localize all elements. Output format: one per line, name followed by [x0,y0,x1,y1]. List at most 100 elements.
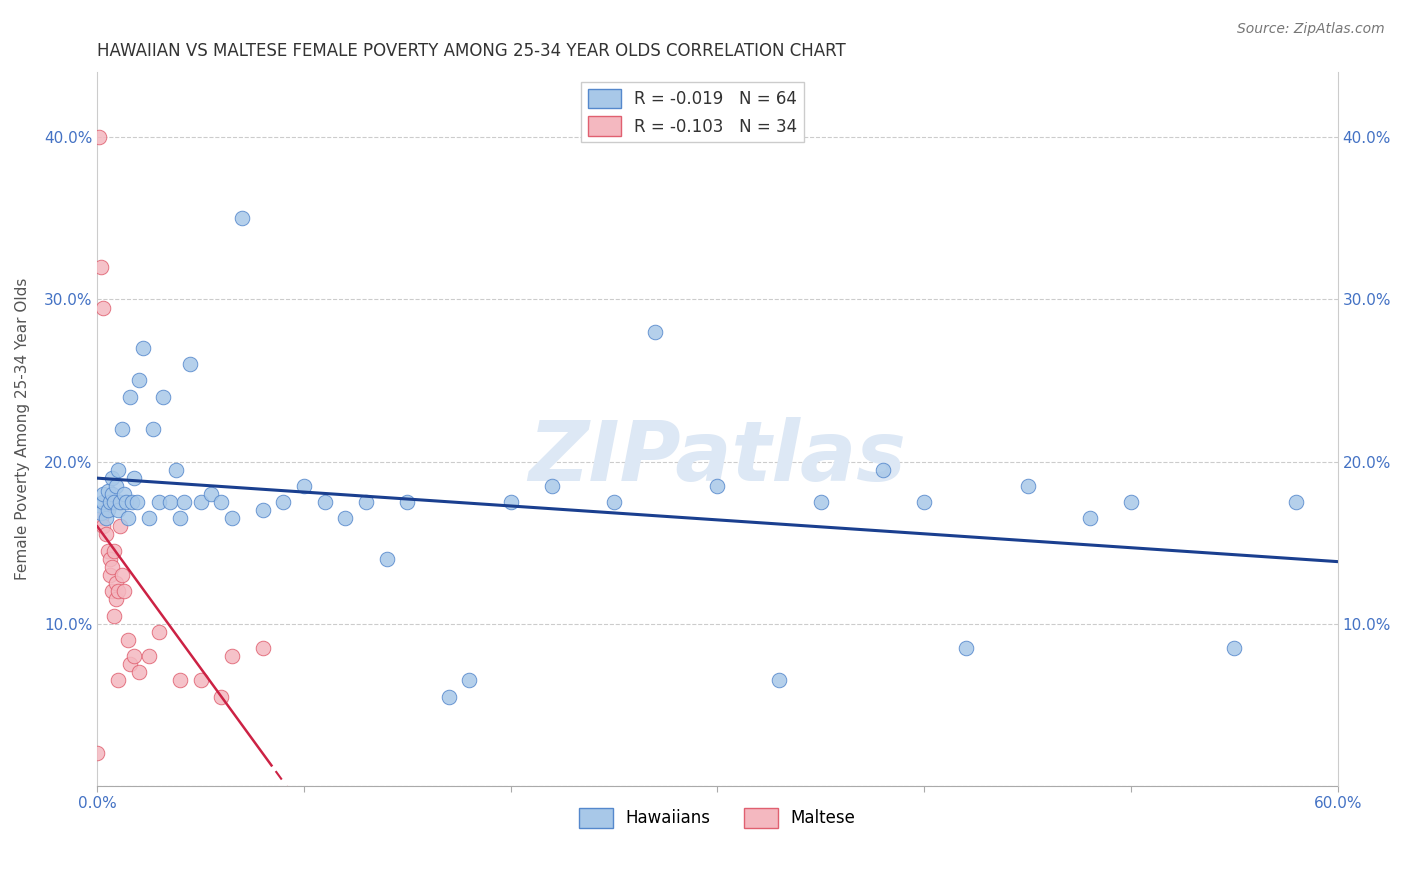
Point [115,495,138,509]
Point [138,511,160,525]
Point [1119,495,1142,509]
Point [93,495,115,509]
Point [159,495,181,509]
Point [209,690,232,704]
Point [173,495,195,509]
Point [107,673,129,688]
Point [152,390,174,404]
Point [103,608,125,623]
Point [120,390,142,404]
Point [94,527,117,541]
Point [124,471,146,485]
Point [1285,495,1308,509]
Point [98,568,121,582]
Point [499,495,522,509]
Point [955,640,977,655]
Point [541,479,564,493]
Point [124,649,146,664]
Point [706,479,728,493]
Point [138,649,160,664]
Point [112,584,135,599]
Point [98,495,121,509]
Point [644,325,666,339]
Point [221,649,243,664]
Point [252,503,274,517]
Point [97,503,120,517]
Point [458,673,481,688]
Point [271,495,294,509]
Point [108,495,131,509]
Point [179,357,201,371]
Point [100,487,122,501]
Y-axis label: Female Poverty Among 25-34 Year Olds: Female Poverty Among 25-34 Year Olds [15,278,30,581]
Text: Source: ZipAtlas.com: Source: ZipAtlas.com [1237,22,1385,37]
Point [396,495,419,509]
Legend: Hawaiians, Maltese: Hawaiians, Maltese [572,801,862,835]
Point [100,560,122,574]
Point [1017,479,1039,493]
Point [169,511,191,525]
Point [148,624,170,639]
Point [103,495,125,509]
Point [437,690,460,704]
Point [93,301,115,315]
Point [120,657,142,672]
Point [768,673,790,688]
Point [111,422,134,436]
Point [128,665,150,680]
Point [90,260,112,274]
Point [111,568,134,582]
Point [132,341,155,355]
Point [89,130,111,145]
Point [1223,640,1246,655]
Point [104,479,127,493]
Point [292,479,315,493]
Point [252,640,274,655]
Point [142,422,165,436]
Point [872,463,894,477]
Point [107,463,129,477]
Point [90,511,112,525]
Point [97,495,120,509]
Point [121,495,143,509]
Point [86,747,108,761]
Point [810,495,832,509]
Text: HAWAIIAN VS MALTESE FEMALE POVERTY AMONG 25-34 YEAR OLDS CORRELATION CHART: HAWAIIAN VS MALTESE FEMALE POVERTY AMONG… [97,42,846,60]
Point [97,543,120,558]
Point [104,592,127,607]
Point [104,576,127,591]
Point [165,463,187,477]
Point [90,507,112,521]
Point [93,487,115,501]
Point [169,673,191,688]
Point [93,519,115,533]
Point [107,584,129,599]
Point [148,495,170,509]
Point [209,495,232,509]
Text: ZIPatlas: ZIPatlas [529,417,907,498]
Point [231,211,253,226]
Point [103,543,125,558]
Point [128,374,150,388]
Point [603,495,626,509]
Point [1078,511,1101,525]
Point [94,511,117,525]
Point [200,487,222,501]
Point [912,495,935,509]
Point [125,495,148,509]
Point [112,487,135,501]
Point [335,511,357,525]
Point [107,503,129,517]
Point [97,483,120,498]
Point [117,511,139,525]
Point [98,551,121,566]
Point [221,511,243,525]
Point [190,673,212,688]
Point [314,495,336,509]
Point [375,551,398,566]
Point [89,498,111,512]
Point [100,471,122,485]
Point [117,632,139,647]
Point [354,495,377,509]
Point [100,584,122,599]
